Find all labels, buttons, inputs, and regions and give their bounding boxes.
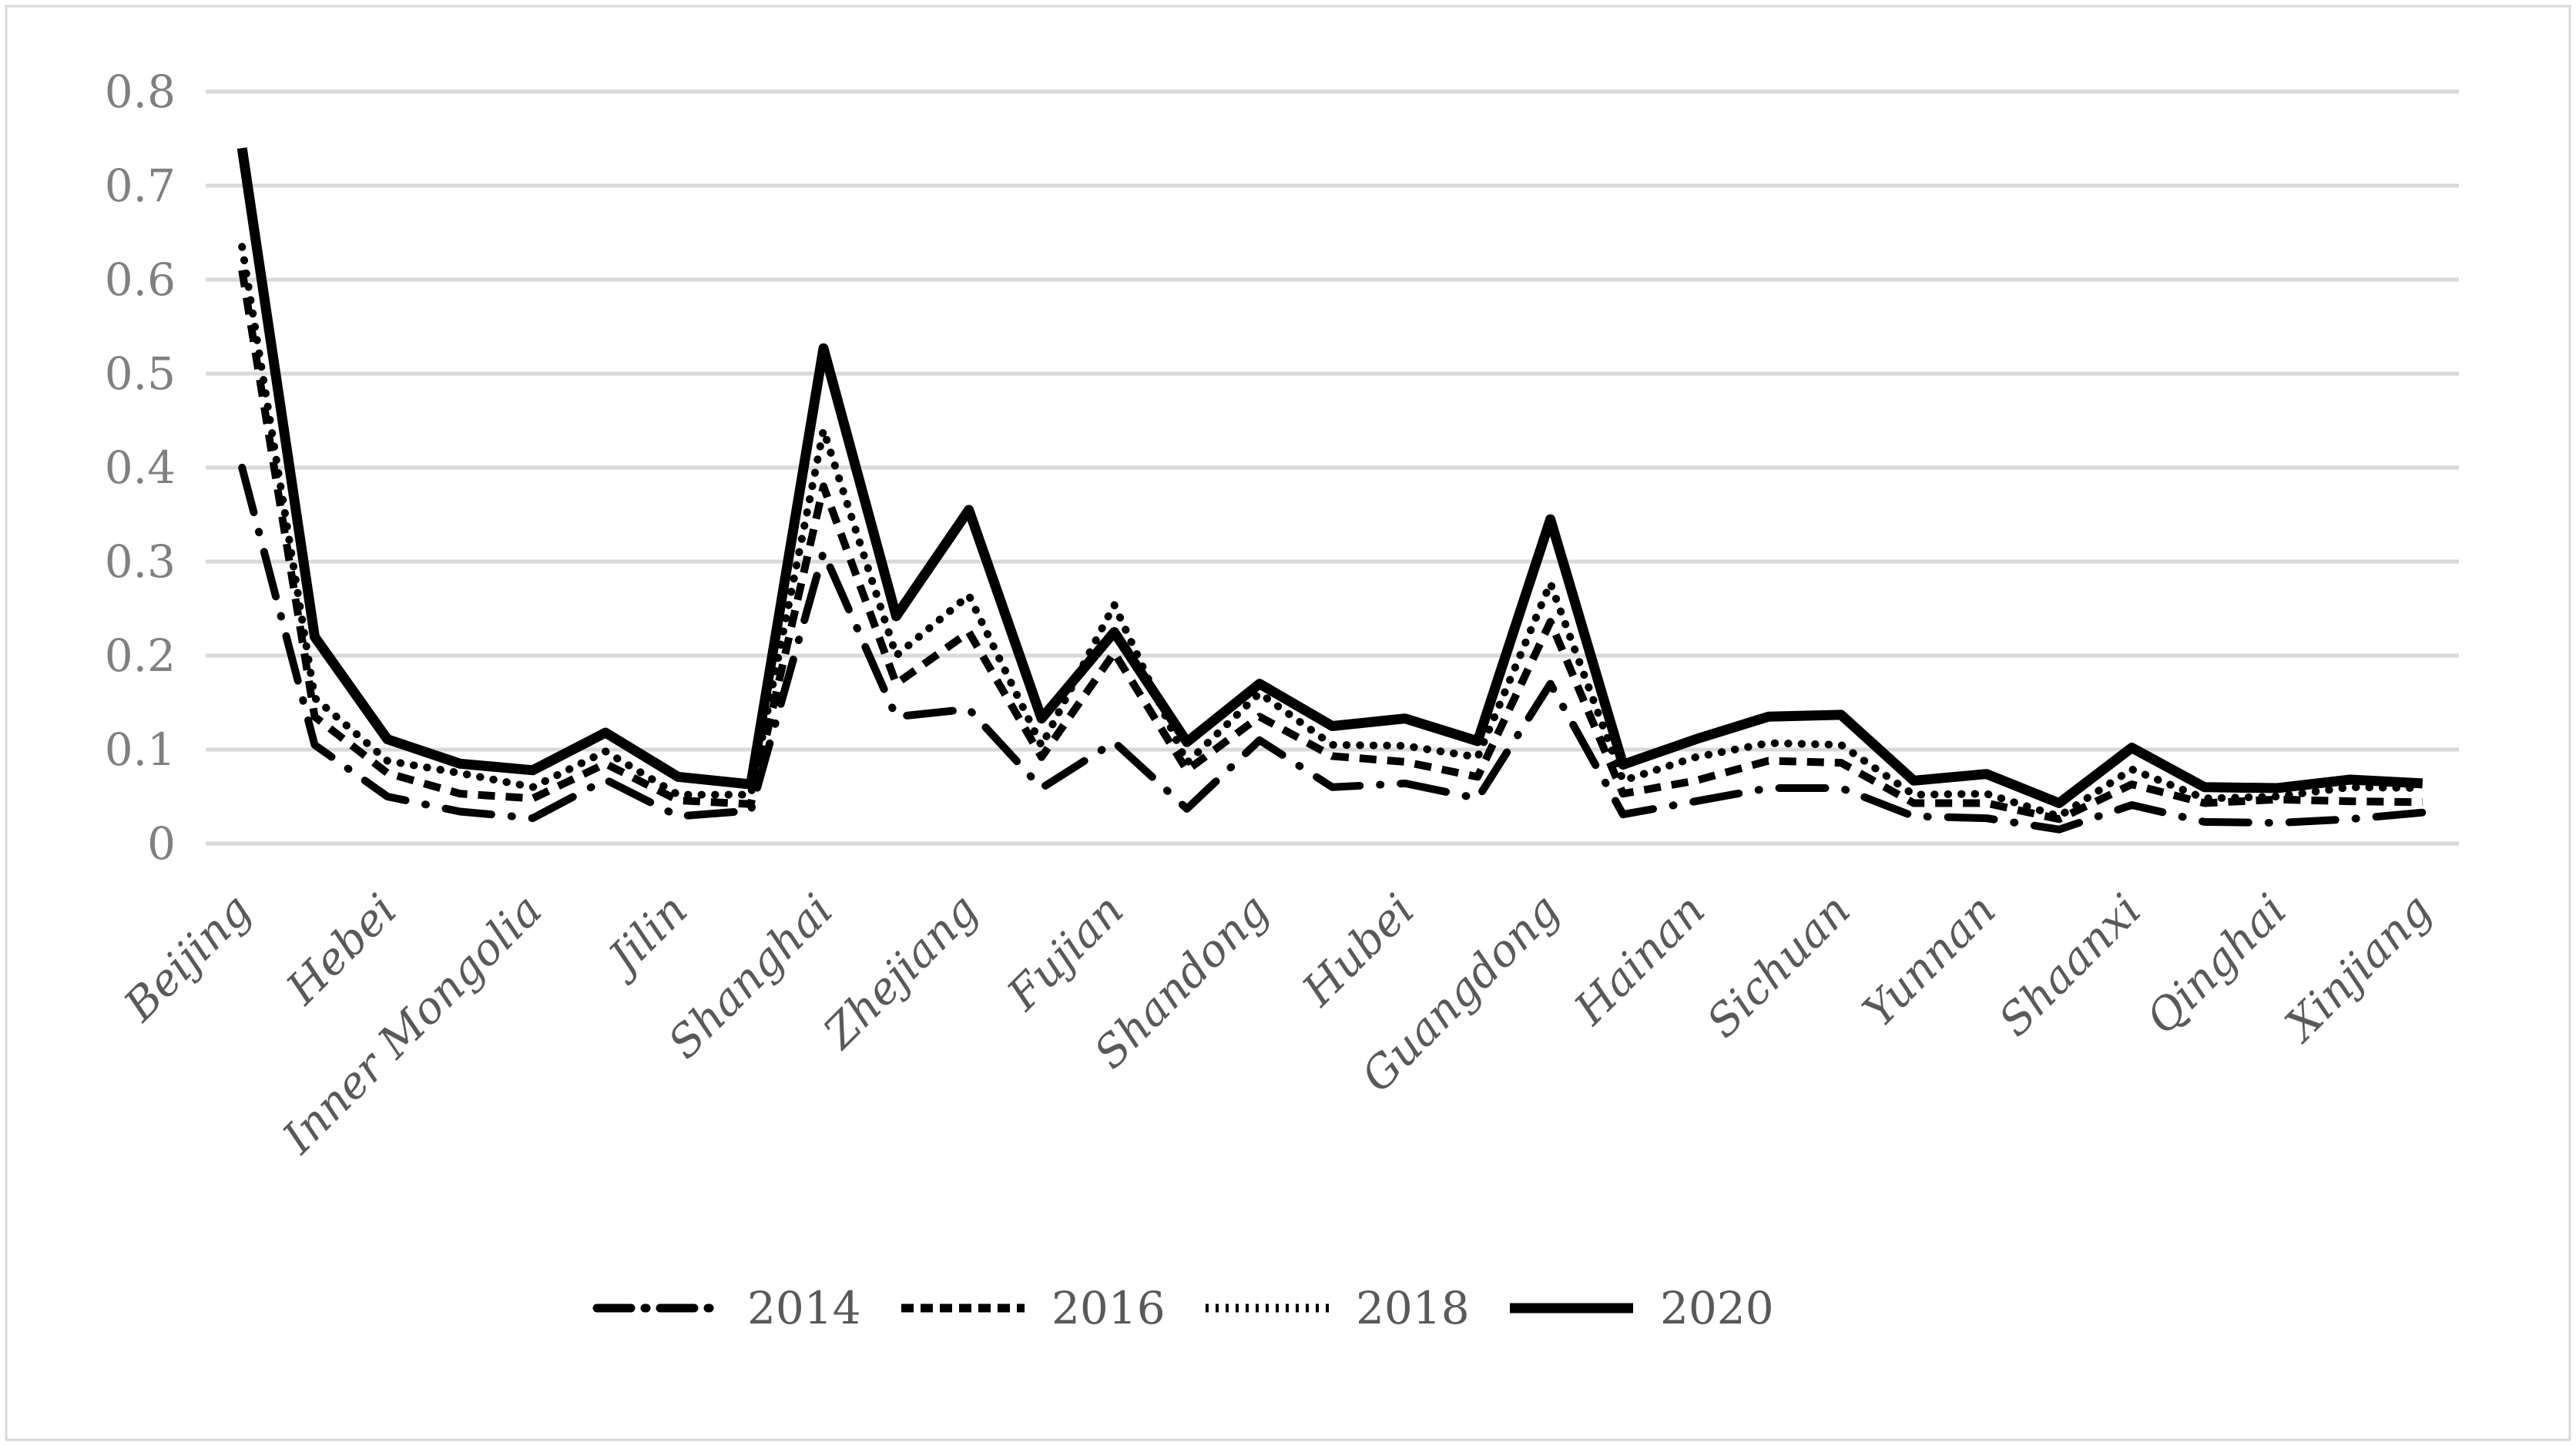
figure-border <box>5 5 2571 1441</box>
series-line-2018 <box>238 243 2427 820</box>
y-tick-label: 0.7 <box>105 159 176 212</box>
legend-label-2014: 2014 <box>747 1282 861 1334</box>
y-tick-label: 0.8 <box>105 65 176 118</box>
y-tick-label: 0.5 <box>105 347 176 400</box>
series-line-2014 <box>238 464 2427 834</box>
y-tick-label: 0.1 <box>105 723 176 776</box>
y-tick-label: 0.3 <box>105 535 176 588</box>
y-tick-label: 0.4 <box>105 441 176 494</box>
legend-label-2018: 2018 <box>1356 1282 1470 1334</box>
legend-label-2020: 2020 <box>1660 1282 1774 1334</box>
series-line-2016 <box>238 269 2423 824</box>
y-tick-label: 0 <box>147 817 176 870</box>
y-tick-label: 0.2 <box>105 629 176 682</box>
legend-label-2016: 2016 <box>1052 1282 1166 1334</box>
series-line-2020 <box>236 147 2423 808</box>
y-tick-label: 0.6 <box>105 253 176 306</box>
